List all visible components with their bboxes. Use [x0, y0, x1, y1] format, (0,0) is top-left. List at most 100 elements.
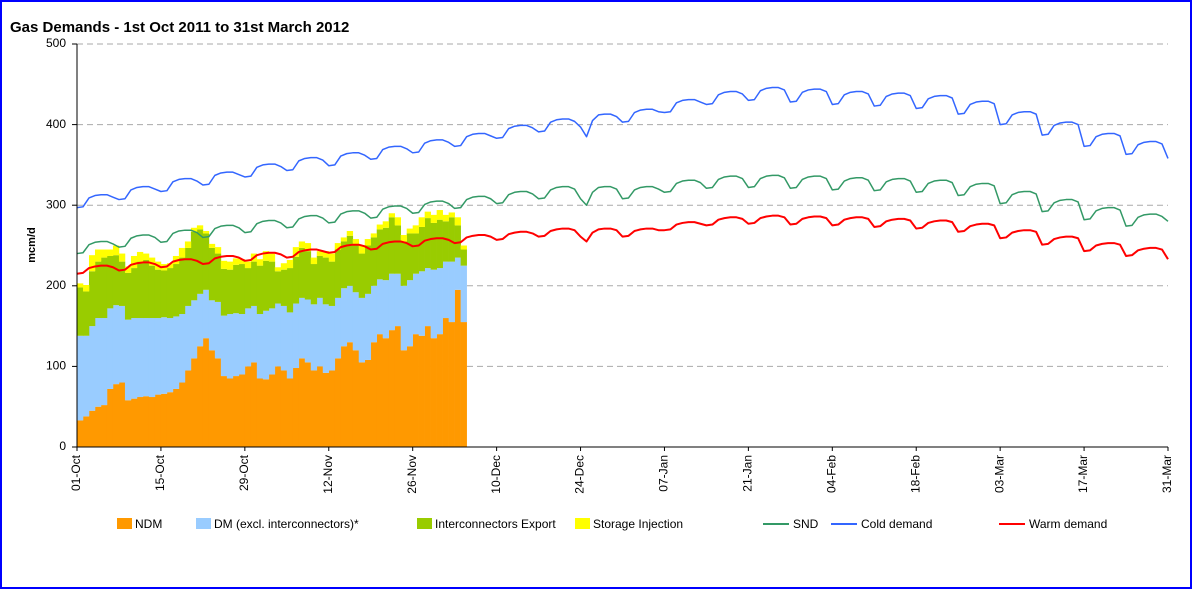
- bar-segment: [244, 261, 252, 269]
- bar-segment: [364, 359, 372, 447]
- bar-segment: [400, 285, 407, 351]
- bar-segment: [436, 268, 443, 335]
- bar-segment: [442, 214, 449, 222]
- bar-segment: [460, 265, 467, 323]
- x-tick-label: 15-Oct: [153, 454, 167, 491]
- bar-segment: [286, 378, 294, 447]
- bar-segment: [460, 322, 467, 447]
- bar-segment: [202, 289, 210, 339]
- bar-segment: [106, 308, 114, 389]
- bar-segment: [412, 225, 419, 234]
- bar-segment: [112, 245, 120, 256]
- bar-segment: [190, 227, 198, 232]
- bar-segment: [238, 374, 246, 447]
- bar-segment: [304, 251, 312, 300]
- bar-segment: [328, 370, 336, 447]
- bar-segment: [268, 308, 276, 375]
- axis-layer: 0 100 200 300 400 500 01-Oct 15-Oct 29-Oct 12-Nov…: [46, 36, 1174, 494]
- legend-label: Warm demand: [1029, 517, 1107, 531]
- bar-segment: [370, 237, 378, 286]
- legend-label: SND: [793, 517, 819, 531]
- bar-segment: [82, 291, 90, 336]
- bar-segment: [316, 255, 324, 298]
- bar-segment: [214, 358, 222, 447]
- bar-segment: [244, 366, 252, 447]
- bar-segment: [226, 261, 234, 270]
- bar-segment: [112, 384, 120, 447]
- bar-segment: [316, 297, 324, 367]
- bar-segment: [352, 350, 360, 447]
- bar-segment: [352, 245, 360, 293]
- bar-segment: [124, 266, 132, 273]
- bar-segment: [136, 318, 144, 398]
- bar-segment: [382, 338, 390, 447]
- y-tick-label: 300: [46, 197, 66, 211]
- bar-segment: [436, 334, 443, 447]
- bar-segment: [148, 265, 156, 319]
- bar-segment: [196, 346, 204, 447]
- bar-segment: [172, 264, 180, 317]
- bar-segment: [220, 315, 228, 377]
- bar-segment: [376, 224, 384, 230]
- bar-segment: [226, 269, 234, 315]
- bar-segment: [118, 305, 126, 383]
- bar-segment: [268, 374, 276, 447]
- bar-segment: [124, 272, 132, 320]
- bar-segment: [280, 269, 288, 306]
- bar-segment: [94, 318, 102, 407]
- x-tick-label: 18-Feb: [908, 455, 922, 493]
- bar-segment: [88, 410, 96, 447]
- bar-segment: [298, 358, 306, 447]
- bar-segment: [304, 299, 312, 363]
- bar-segment: [82, 335, 90, 417]
- x-tick-label: 21-Jan: [741, 455, 755, 492]
- bar-segment: [460, 249, 467, 266]
- y-tick-label: 400: [46, 117, 66, 131]
- bar-segment: [292, 247, 300, 257]
- bar-segment: [442, 318, 449, 447]
- bar-segment: [352, 239, 360, 246]
- bar-segment: [190, 231, 198, 301]
- bar-segment: [250, 362, 258, 447]
- bar-segment: [454, 257, 461, 290]
- bar-segment: [388, 330, 396, 447]
- bar-segment: [418, 335, 425, 447]
- bar-segment: [400, 235, 407, 242]
- bar-segment: [178, 247, 186, 258]
- bar-segment: [334, 249, 342, 298]
- bar-segment: [292, 303, 300, 369]
- bar-segment: [118, 253, 126, 262]
- bar-segment: [418, 217, 425, 227]
- bar-segment: [406, 280, 413, 347]
- bar-segment: [166, 318, 174, 393]
- bar-segment: [334, 297, 342, 359]
- legend-swatch: [575, 518, 590, 529]
- bar-segment: [394, 225, 402, 274]
- bar-segment: [77, 420, 84, 447]
- bar-segment: [358, 245, 366, 254]
- bar-segment: [274, 366, 282, 447]
- bar-segment: [364, 293, 372, 360]
- bar-segment: [220, 260, 228, 269]
- bar-segment: [106, 249, 114, 256]
- bar-segment: [298, 297, 306, 359]
- bar-segment: [358, 297, 366, 363]
- bar-segment: [94, 406, 102, 447]
- bar-segment: [184, 247, 192, 306]
- bar-segment: [406, 346, 413, 447]
- bar-layer: [77, 210, 467, 447]
- bar-segment: [310, 370, 318, 447]
- bar-segment: [202, 230, 210, 234]
- bar-segment: [358, 253, 366, 298]
- bar-segment: [178, 314, 186, 383]
- bar-segment: [262, 251, 270, 261]
- bar-segment: [130, 255, 138, 269]
- bar-segment: [460, 245, 467, 250]
- y-tick-label: 200: [46, 278, 66, 292]
- bar-segment: [202, 338, 210, 447]
- bar-segment: [256, 265, 264, 315]
- bar-segment: [130, 318, 138, 399]
- bar-segment: [142, 253, 150, 261]
- bar-segment: [406, 228, 413, 234]
